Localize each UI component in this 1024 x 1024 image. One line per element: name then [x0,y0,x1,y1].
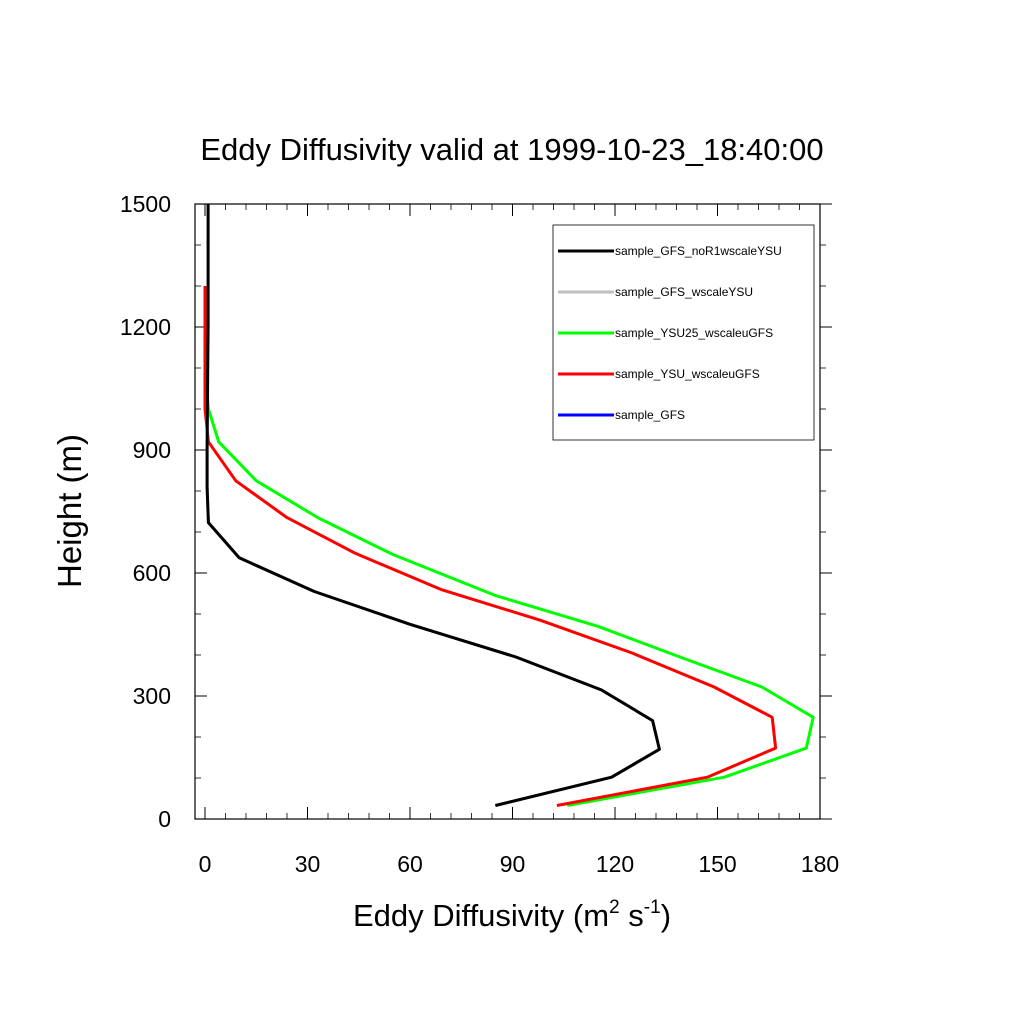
legend: sample_GFS_noR1wscaleYSU sample_GFS_wscal… [552,224,815,441]
x-tick-label: 0 [199,851,212,877]
y-axis-label: Height (m) [51,434,88,588]
y-tick-label: 300 [133,683,171,709]
x-axis-label: Eddy Diffusivity (m2 s-1) [353,897,671,933]
plot-frame [194,203,821,820]
series-line-sample_YSU_wscaleuGFS [203,286,778,807]
y-tick-label: 1200 [120,314,171,340]
legend-label-sample_GFS: sample_GFS [615,408,685,422]
chart-title: Eddy Diffusivity valid at 1999-10-23_18:… [200,132,823,167]
x-tick-label: 90 [500,851,526,877]
series-line-sample_GFS_noR1wscaleYSU [205,204,661,807]
axis-ticks: 0 30 60 90 120 150 180 0 300 600 900 1200 1500 [120,191,839,877]
y-tick-label: 900 [133,437,171,463]
legend-label-sample_YSU_wscaleuGFS: sample_YSU_wscaleuGFS [615,367,760,381]
legend-label-sample_GFS_noR1wscaleYSU: sample_GFS_noR1wscaleYSU [615,244,782,258]
x-tick-label: 30 [295,851,321,877]
x-tick-label: 120 [596,851,634,877]
y-tick-label: 0 [158,806,171,832]
series-lines [203,204,815,807]
x-tick-label: 60 [397,851,423,877]
x-tick-label: 150 [698,851,736,877]
legend-label-sample_GFS_wscaleYSU: sample_GFS_wscaleYSU [615,285,753,299]
legend-label-sample_YSU25_wscaleuGFS: sample_YSU25_wscaleuGFS [615,326,773,340]
y-tick-label: 1500 [120,191,171,217]
y-tick-label: 600 [133,560,171,586]
x-tick-label: 180 [801,851,839,877]
